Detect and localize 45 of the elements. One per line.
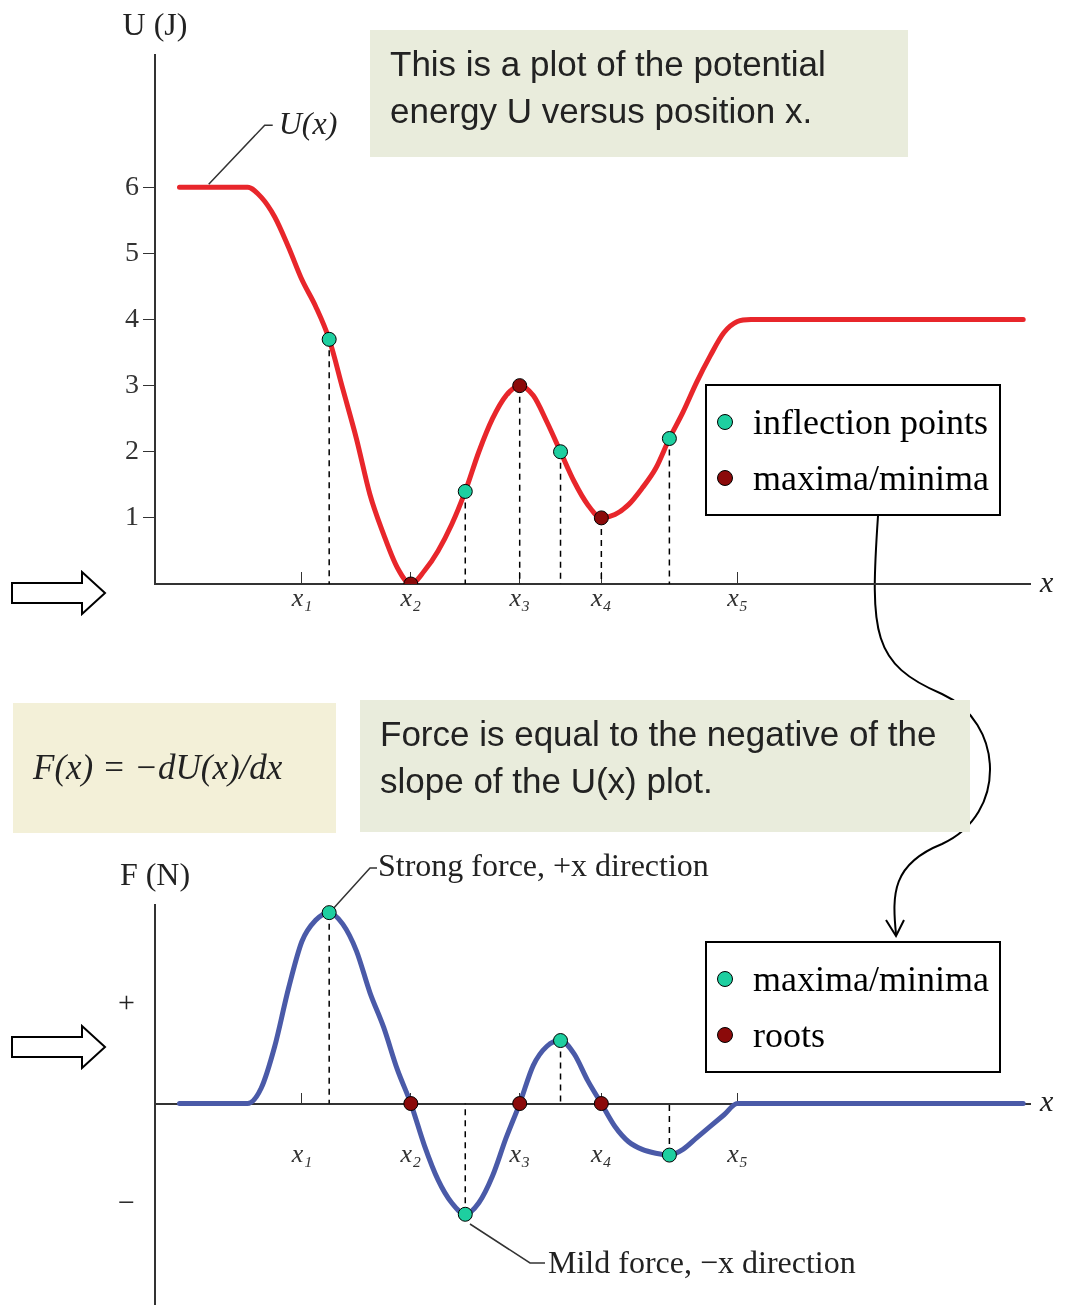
x-tick-label: x₄ [590, 583, 612, 613]
point [553, 1033, 569, 1049]
y-tick-label: 3 [125, 367, 139, 399]
x-tick-label: x₂ [399, 1138, 422, 1168]
series-label: U(x) [278, 104, 338, 141]
point [321, 905, 337, 921]
point [457, 483, 473, 499]
x-axis-title: x [1039, 564, 1054, 598]
legend-label: inflection points [753, 401, 988, 443]
x-tick-label: x₁ [290, 1138, 313, 1168]
y-axis-title: F (N) [119, 856, 191, 893]
point [661, 1147, 677, 1163]
point [593, 510, 609, 526]
point [593, 1096, 609, 1112]
point [403, 1096, 419, 1112]
point [512, 1096, 528, 1112]
y-axis-title: U (J) [122, 6, 188, 43]
y-tick-label: 4 [125, 301, 139, 333]
text: F(x) = −dU(x)/dx [13, 703, 336, 833]
x-tick-label: x₃ [508, 1138, 530, 1168]
point [553, 444, 569, 460]
y-tick-label: 6 [125, 169, 139, 201]
text: Strong force, +x direction [378, 847, 709, 884]
point [457, 1206, 473, 1222]
point [661, 431, 677, 447]
point [512, 378, 528, 394]
y-tick-label: 5 [125, 235, 139, 267]
text: Force is equal to the negative of the slope of the U(x) plot. [360, 700, 970, 832]
legend-label: maxima/minima [753, 958, 989, 1000]
legend-label: roots [753, 1014, 825, 1056]
y-tick-label: 2 [125, 434, 139, 466]
x-tick-label: x₂ [399, 583, 422, 613]
text: Mild force, −x direction [548, 1244, 856, 1281]
x-tick-label: x₃ [508, 583, 530, 613]
x-tick-label: x₅ [726, 1138, 748, 1168]
x-tick-label: x₄ [590, 1138, 612, 1168]
point [321, 331, 337, 347]
y-tick-label: 1 [125, 500, 139, 532]
x-tick-label: x₅ [726, 583, 748, 613]
text: − [118, 1185, 135, 1218]
x-tick-label: x₁ [290, 583, 313, 613]
text: + [118, 985, 135, 1018]
legend-label: maxima/minima [753, 457, 989, 499]
x-axis-title: x [1039, 1084, 1054, 1118]
annotation: This is a plot of the potential energy U versus position x. [370, 30, 908, 157]
